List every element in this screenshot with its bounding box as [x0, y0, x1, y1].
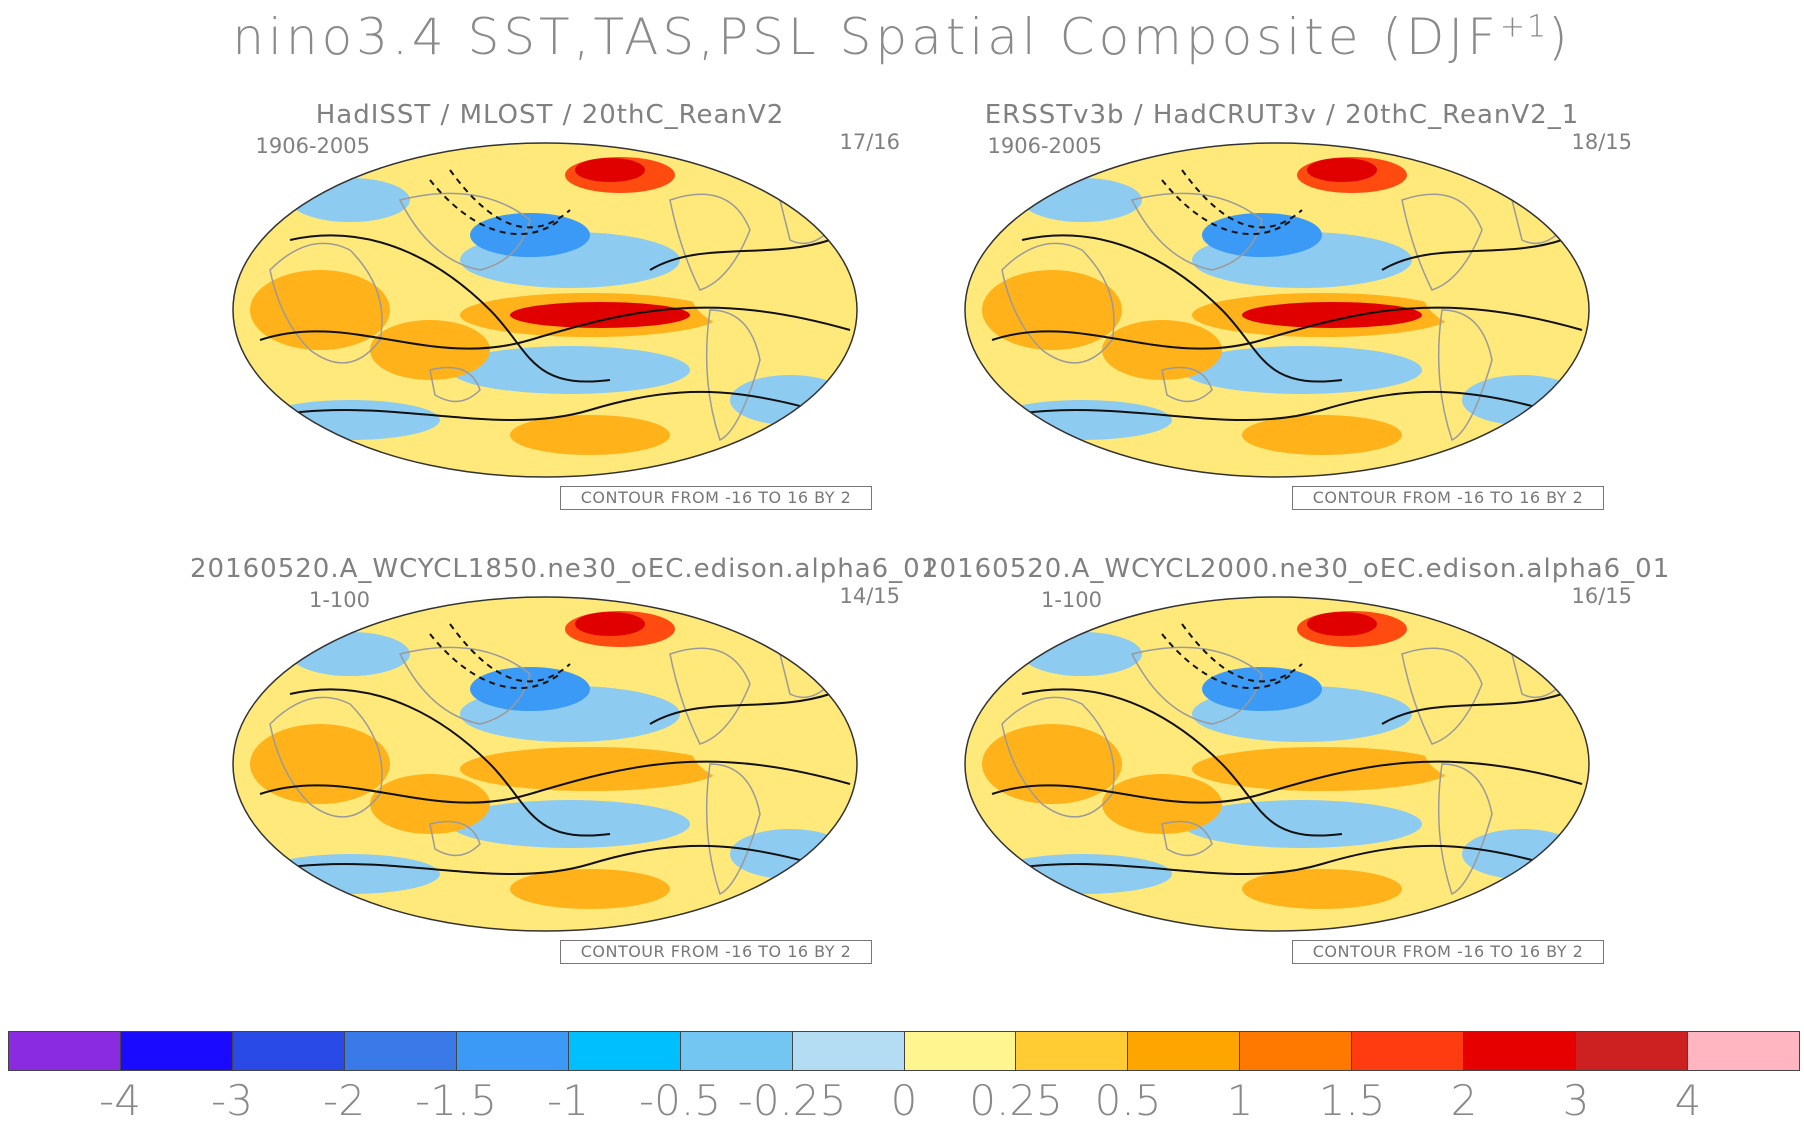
- colorbar-tick-label: 1: [1226, 1076, 1254, 1125]
- colorbar-swatch: [904, 1032, 1017, 1070]
- colorbar-tick-label: -4: [99, 1076, 141, 1125]
- colorbar: [8, 1031, 1800, 1071]
- world-map: [232, 596, 858, 932]
- colorbar-swatch: [1576, 1032, 1689, 1070]
- world-map: [964, 596, 1590, 932]
- panel-ratio: 14/15: [839, 584, 900, 608]
- colorbar-tick-label: 1.5: [1318, 1076, 1386, 1125]
- map-panel-ersst: ERSSTv3b / HadCRUT3v / 20thC_ReanV2_1 19…: [922, 100, 1642, 540]
- figure-title-main: nino3.4 SST,TAS,PSL Spatial Composite (D…: [232, 8, 1500, 66]
- contour-label: CONTOUR FROM -16 TO 16 BY 2: [560, 940, 872, 964]
- colorbar-swatch: [1352, 1032, 1465, 1070]
- colorbar-tick-label: -0.5: [639, 1076, 721, 1125]
- colorbar-swatch: [1464, 1032, 1577, 1070]
- colorbar-tick-label: 4: [1674, 1076, 1702, 1125]
- colorbar-tick-label: -1.5: [415, 1076, 497, 1125]
- contour-label: CONTOUR FROM -16 TO 16 BY 2: [1292, 940, 1604, 964]
- panel-title: 20160520.A_WCYCL2000.ne30_oEC.edison.alp…: [922, 554, 1671, 584]
- map-panel-hadisst: HadISST / MLOST / 20thC_ReanV2 1906-2005…: [190, 100, 910, 540]
- colorbar-swatch: [120, 1032, 233, 1070]
- world-map: [964, 142, 1590, 478]
- panel-title: ERSSTv3b / HadCRUT3v / 20thC_ReanV2_1: [984, 100, 1580, 130]
- panel-period: 1906-2005: [255, 134, 370, 158]
- colorbar-tick-label: 3: [1562, 1076, 1590, 1125]
- colorbar-tick-label: -3: [211, 1076, 253, 1125]
- colorbar-tick-label: 0: [890, 1076, 918, 1125]
- colorbar-swatch: [344, 1032, 457, 1070]
- contour-label: CONTOUR FROM -16 TO 16 BY 2: [560, 486, 872, 510]
- colorbar-tick-label: 0.5: [1094, 1076, 1162, 1125]
- colorbar-tick-label: -1: [547, 1076, 589, 1125]
- panel-period: 1906-2005: [987, 134, 1102, 158]
- colorbar-tick-label: -0.25: [737, 1076, 847, 1125]
- colorbar-swatch: [792, 1032, 905, 1070]
- colorbar-swatch: [1688, 1032, 1799, 1070]
- panel-ratio: 16/15: [1571, 584, 1632, 608]
- panel-ratio: 18/15: [1571, 130, 1632, 154]
- panel-ratio: 17/16: [839, 130, 900, 154]
- panel-period: 1-100: [1040, 588, 1102, 612]
- panel-title: 20160520.A_WCYCL1850.ne30_oEC.edison.alp…: [190, 554, 939, 584]
- figure-title-superscript: +1: [1499, 9, 1549, 45]
- colorbar-swatch: [1016, 1032, 1129, 1070]
- colorbar-swatch: [680, 1032, 793, 1070]
- map-panel-wcycl2000: 20160520.A_WCYCL2000.ne30_oEC.edison.alp…: [922, 554, 1671, 994]
- colorbar-tick-label: 0.25: [969, 1076, 1063, 1125]
- colorbar-tick-label: 2: [1450, 1076, 1478, 1125]
- colorbar-tick-label: -2: [323, 1076, 365, 1125]
- panel-period: 1-100: [308, 588, 370, 612]
- colorbar-swatch: [1240, 1032, 1353, 1070]
- colorbar-swatch: [456, 1032, 569, 1070]
- map-panel-wcycl1850: 20160520.A_WCYCL1850.ne30_oEC.edison.alp…: [190, 554, 939, 994]
- figure-title-close: ): [1548, 8, 1572, 66]
- world-map: [232, 142, 858, 478]
- panel-title: HadISST / MLOST / 20thC_ReanV2: [315, 100, 785, 130]
- colorbar-swatch: [1128, 1032, 1241, 1070]
- colorbar-swatch: [232, 1032, 345, 1070]
- figure-title: nino3.4 SST,TAS,PSL Spatial Composite (D…: [0, 8, 1804, 66]
- colorbar-swatch: [568, 1032, 681, 1070]
- contour-label: CONTOUR FROM -16 TO 16 BY 2: [1292, 486, 1604, 510]
- colorbar-swatch: [9, 1032, 121, 1070]
